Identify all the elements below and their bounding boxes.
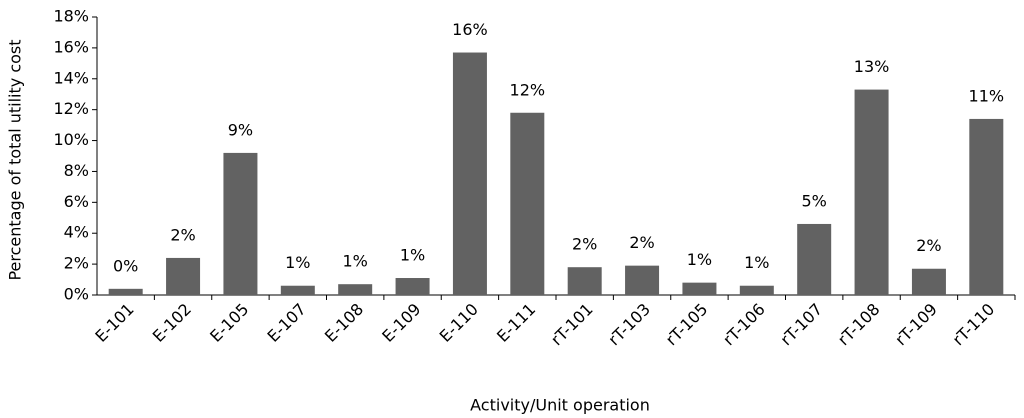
- data-label: 12%: [510, 80, 546, 99]
- data-label: 1%: [687, 250, 712, 269]
- x-tick-label: rT-110: [949, 300, 999, 350]
- bar: [395, 278, 430, 295]
- data-label: 1%: [285, 253, 310, 272]
- x-tick-label: E-111: [493, 300, 539, 346]
- data-label: 5%: [801, 191, 826, 210]
- y-tick-label: 14%: [53, 68, 89, 87]
- y-tick-label: 10%: [53, 130, 89, 149]
- bar: [682, 282, 717, 295]
- bar: [223, 152, 258, 295]
- y-tick-label: 4%: [64, 223, 89, 242]
- x-tick-label: rT-109: [891, 300, 941, 350]
- bar: [567, 267, 602, 295]
- bar: [338, 284, 373, 295]
- y-tick-label: 16%: [53, 37, 89, 56]
- data-label: 0%: [113, 256, 138, 275]
- x-tick-label: rT-105: [662, 300, 712, 350]
- x-tick-label: E-107: [264, 300, 310, 346]
- x-axis-title: Activity/Unit operation: [470, 396, 650, 415]
- x-tick-label: E-102: [149, 300, 195, 346]
- y-tick-label: 6%: [64, 192, 89, 211]
- y-tick-label: 8%: [64, 161, 89, 180]
- x-tick-label: rT-103: [604, 300, 654, 350]
- data-label: 16%: [452, 20, 488, 39]
- bar: [969, 118, 1004, 295]
- bar: [739, 285, 774, 295]
- x-tick-label: rT-107: [777, 300, 827, 350]
- data-label: 2%: [170, 225, 195, 244]
- data-label: 9%: [228, 120, 253, 139]
- data-label: 2%: [629, 233, 654, 252]
- data-label: 2%: [916, 236, 941, 255]
- data-label: 11%: [969, 86, 1005, 105]
- bar: [166, 257, 201, 295]
- y-axis-title: Percentage of total utility cost: [6, 39, 25, 280]
- bar: [911, 268, 946, 295]
- bar: [797, 223, 832, 295]
- data-label: 2%: [572, 235, 597, 254]
- y-tick-label: 12%: [53, 99, 89, 118]
- x-tick-label: E-105: [206, 300, 252, 346]
- x-tick-label: rT-101: [547, 300, 597, 350]
- data-label: 1%: [744, 253, 769, 272]
- x-tick-label: E-108: [321, 300, 367, 346]
- data-label: 13%: [854, 57, 890, 76]
- y-tick-label: 2%: [64, 254, 89, 273]
- bar: [280, 285, 315, 295]
- y-tick-label: 18%: [53, 7, 89, 26]
- x-tick-label: E-109: [378, 300, 424, 346]
- x-tick-label: rT-108: [834, 300, 884, 350]
- data-label: 1%: [400, 246, 425, 265]
- x-tick-label: rT-106: [719, 300, 769, 350]
- bar: [452, 52, 487, 296]
- data-label: 1%: [342, 252, 367, 271]
- x-tick-label: E-110: [436, 300, 482, 346]
- x-tick-label: E-101: [91, 300, 137, 346]
- bar: [108, 288, 143, 295]
- bar: [510, 112, 545, 295]
- y-tick-label: 0%: [64, 285, 89, 304]
- bar: [854, 89, 889, 295]
- bar: [625, 265, 660, 295]
